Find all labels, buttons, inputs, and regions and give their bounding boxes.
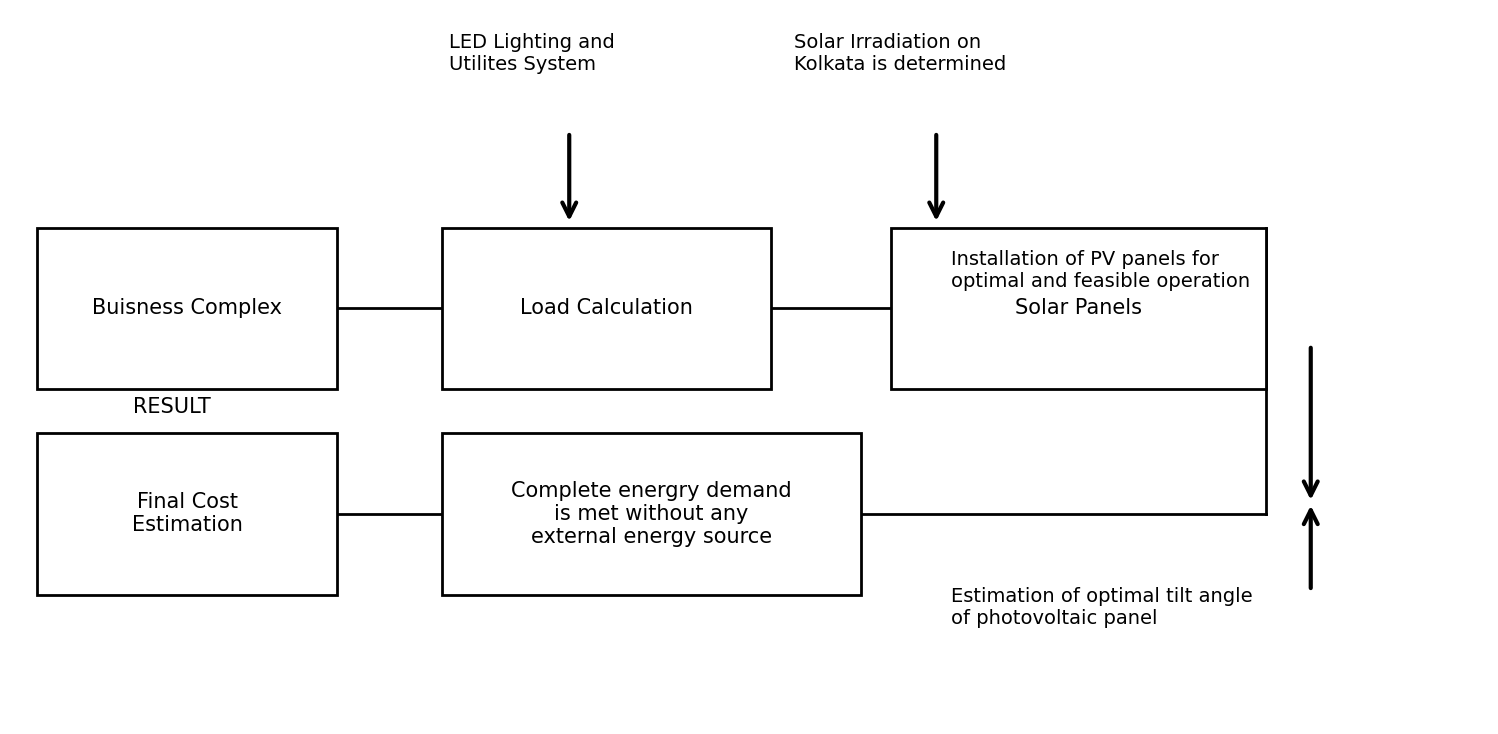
- Text: Estimation of optimal tilt angle
of photovoltaic panel: Estimation of optimal tilt angle of phot…: [951, 586, 1252, 628]
- FancyBboxPatch shape: [37, 433, 337, 595]
- Text: Final Cost
Estimation: Final Cost Estimation: [132, 493, 243, 535]
- Text: Load Calculation: Load Calculation: [520, 298, 694, 319]
- FancyBboxPatch shape: [891, 228, 1266, 389]
- Text: LED Lighting and
Utilites System: LED Lighting and Utilites System: [449, 33, 616, 74]
- Text: Solar Panels: Solar Panels: [1016, 298, 1141, 319]
- Text: Solar Irradiation on
Kolkata is determined: Solar Irradiation on Kolkata is determin…: [794, 33, 1007, 74]
- Text: RESULT: RESULT: [133, 397, 211, 418]
- Text: Complete energry demand
is met without any
external energy source: Complete energry demand is met without a…: [511, 481, 792, 547]
- Text: Buisness Complex: Buisness Complex: [93, 298, 282, 319]
- Text: Installation of PV panels for
optimal and feasible operation: Installation of PV panels for optimal an…: [951, 250, 1251, 291]
- FancyBboxPatch shape: [442, 228, 771, 389]
- FancyBboxPatch shape: [442, 433, 861, 595]
- FancyBboxPatch shape: [37, 228, 337, 389]
